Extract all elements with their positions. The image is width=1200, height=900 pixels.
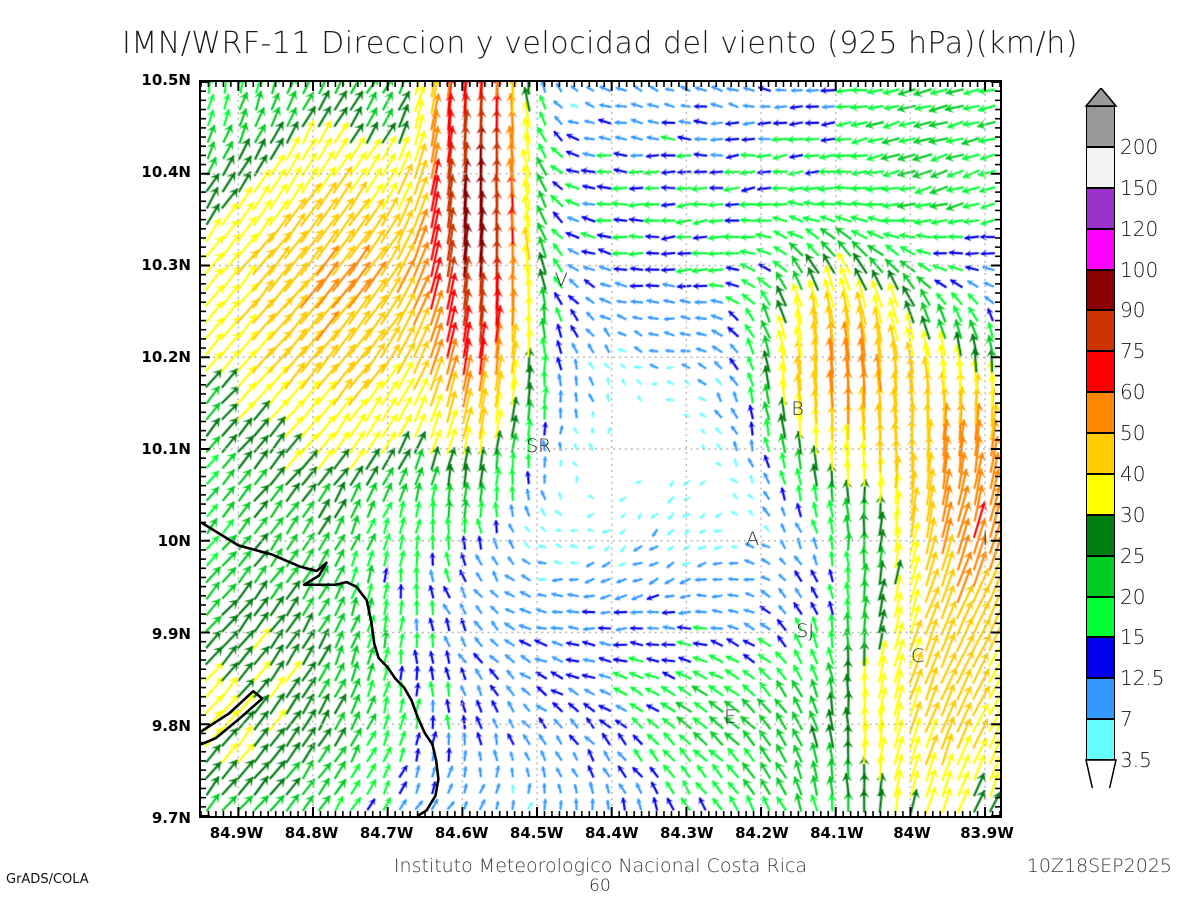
- y-axis-tick-label: 10N: [157, 532, 191, 551]
- colorbar-tick-label: 90: [1120, 298, 1146, 323]
- x-axis-tick-label: 83.9W: [960, 824, 1014, 842]
- y-axis-tick-label: 9.9N: [151, 624, 191, 643]
- x-axis-tick-label: 84.6W: [434, 824, 489, 842]
- wind-vector-canvas: [201, 82, 1000, 816]
- y-axis-tick-label: 10.2N: [141, 347, 191, 366]
- colorbar-tick-label: 25: [1120, 543, 1146, 568]
- footer-software-credit: GrADS/COLA: [6, 872, 89, 887]
- colorbar-tick-label: 60: [1120, 380, 1146, 405]
- x-axis-tick-label: 84.5W: [509, 824, 564, 842]
- y-axis-tick-label: 10.4N: [141, 163, 191, 182]
- x-axis-tick-label: 84.9W: [209, 824, 264, 842]
- colorbar-tick-label: 100: [1120, 257, 1159, 282]
- colorbar-tick-label: 12.5: [1120, 666, 1165, 691]
- colorbar-tick-label: 30: [1120, 502, 1146, 527]
- colorbar-band[interactable]: [1086, 187, 1115, 229]
- y-axis-tick-label: 10.1N: [141, 440, 191, 458]
- x-axis-tick-label: 84W: [893, 824, 931, 842]
- footer-institution: Instituto Meteorologico Nacional Costa R…: [393, 855, 808, 877]
- colorbar-tick-label: 150: [1120, 175, 1159, 200]
- colorbar-band[interactable]: [1086, 351, 1115, 393]
- x-axis-tick-label: 84.7W: [359, 824, 414, 842]
- colorbar-tick-label: 7: [1120, 707, 1133, 732]
- colorbar-arrow-caps: [1084, 88, 1118, 788]
- colorbar-band[interactable]: [1086, 514, 1115, 556]
- x-axis-tick-label: 84.3W: [660, 824, 714, 842]
- x-axis-tick-label: 84.2W: [735, 824, 789, 842]
- x-axis-tick-label: 84.8W: [284, 824, 339, 842]
- colorbar-band[interactable]: [1086, 433, 1115, 474]
- colorbar-band[interactable]: [1086, 719, 1115, 760]
- colorbar-band[interactable]: [1086, 678, 1115, 720]
- colorbar-band[interactable]: [1086, 392, 1115, 433]
- colorbar-tick-label: 3.5: [1120, 748, 1152, 772]
- x-axis-tick-label: 84.1W: [810, 824, 864, 842]
- colorbar-band[interactable]: [1086, 473, 1115, 515]
- colorbar-band[interactable]: [1086, 555, 1115, 597]
- colorbar-tick-label: 40: [1120, 461, 1146, 486]
- y-axis-tick-label: 9.8N: [151, 716, 191, 735]
- x-axis-tick-label: 84.4W: [584, 824, 639, 842]
- colorbar-legend[interactable]: 200 150 120 100 90 75 60 50 40 30 25 20 15 12.5 7 3.5: [1084, 88, 1200, 828]
- colorbar-tick-label: 50: [1120, 421, 1146, 445]
- page-title: IMN/WRF-11 Direccion y velocidad del vie…: [122, 26, 1078, 61]
- y-axis-tick-label: 9.7N: [151, 809, 191, 827]
- colorbar-tick-label: 75: [1120, 339, 1146, 364]
- colorbar-tick-label: 15: [1120, 625, 1146, 650]
- colorbar-tick-label: 120: [1120, 216, 1159, 241]
- colorbar-band[interactable]: [1086, 596, 1115, 638]
- colorbar-band[interactable]: [1086, 106, 1115, 147]
- colorbar-band[interactable]: [1086, 146, 1115, 188]
- y-axis-labels: 10.5N 10.4N 10.3N 10.2N 10.1N 10N 9.9N 9.8N 9.7N: [0, 0, 199, 900]
- colorbar-tick-label: 200: [1120, 134, 1159, 159]
- colorbar-band[interactable]: [1086, 310, 1115, 352]
- footer-timestamp: 10Z18SEP2025: [1026, 855, 1172, 877]
- colorbar-band[interactable]: [1086, 269, 1115, 311]
- colorbar-band[interactable]: [1086, 637, 1115, 679]
- reference-number: 60: [589, 876, 611, 896]
- y-axis-tick-label: 10.3N: [141, 255, 191, 274]
- wind-field-plot[interactable]: V SR B A SJ C E I: [199, 80, 1002, 818]
- colorbar-band[interactable]: [1086, 228, 1115, 270]
- y-axis-tick-label: 10.5N: [141, 71, 191, 89]
- colorbar-tick-label: 20: [1120, 584, 1146, 609]
